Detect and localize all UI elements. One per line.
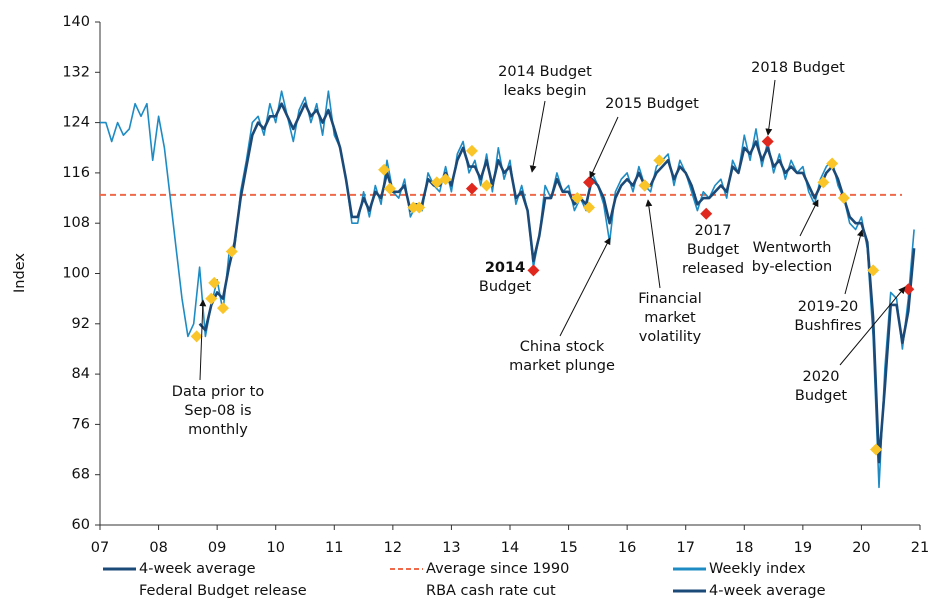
annotation-arrow [844, 229, 864, 295]
marker [378, 163, 391, 176]
annotation: 2019-20 [798, 299, 859, 315]
marker [583, 176, 596, 189]
annotation-arrow [529, 100, 546, 173]
annotation: Data prior to [172, 384, 265, 400]
annotation: market plunge [509, 358, 615, 374]
marker [826, 157, 839, 170]
annotation: Financial [638, 291, 702, 307]
marker [413, 201, 426, 214]
marker [761, 135, 774, 148]
marker [225, 245, 238, 258]
y-tick-label: 108 [62, 215, 90, 231]
marker [638, 179, 651, 192]
marker [190, 330, 203, 343]
annotation: Budget [687, 242, 739, 258]
annotation: leaks begin [504, 83, 587, 99]
annotation: Budget [795, 388, 847, 404]
x-tick-label: 07 [91, 540, 109, 556]
annotation: released [682, 261, 744, 277]
x-tick-label: 11 [325, 540, 343, 556]
annotation: Wentworth [753, 240, 832, 256]
marker [583, 201, 596, 214]
y-tick-label: 132 [62, 64, 90, 80]
annotation-arrow [645, 199, 661, 289]
marker [902, 283, 915, 296]
marker [870, 443, 883, 456]
annotation-arrow [839, 286, 906, 366]
y-tick-label: 60 [72, 517, 90, 533]
annotation: 2014 [485, 260, 525, 276]
y-axis-label: Index [12, 253, 28, 293]
y-tick-label: 140 [62, 14, 90, 30]
annotation-arrow [559, 237, 611, 337]
annotation: 2020 [803, 369, 840, 385]
y-tick-label: 84 [72, 366, 90, 382]
annotation: monthly [188, 422, 248, 438]
annotation-arrow [199, 299, 207, 381]
legend-label: 4-week average [139, 561, 256, 577]
annotation: 2015 Budget [605, 96, 699, 112]
annotation: volatility [639, 329, 702, 345]
annotation-arrow [765, 79, 776, 136]
legend-label: 4-week average [709, 583, 826, 599]
y-tick-label: 116 [62, 165, 90, 181]
marker [837, 192, 850, 205]
x-tick-label: 09 [208, 540, 226, 556]
x-tick-label: 20 [852, 540, 870, 556]
marker [217, 302, 229, 315]
y-tick-label: 92 [72, 316, 90, 332]
annotation: Bushfires [794, 318, 861, 334]
x-tick-label: 21 [911, 540, 929, 556]
marker [465, 182, 478, 195]
annotation: Sep-08 is [184, 403, 251, 419]
marker [527, 264, 540, 277]
y-tick-label: 76 [72, 416, 90, 432]
marker [465, 144, 478, 157]
marker [439, 173, 452, 186]
annotation: China stock [520, 339, 605, 355]
x-tick-label: 13 [442, 540, 460, 556]
annotation: by-election [752, 259, 832, 275]
legend-label: Weekly index [709, 561, 806, 577]
annotation: 2018 Budget [751, 60, 845, 76]
marker [480, 179, 493, 192]
x-tick-label: 15 [559, 540, 577, 556]
y-tick-label: 124 [62, 115, 90, 131]
marker [383, 182, 396, 195]
legend-label: Average since 1990 [426, 561, 569, 577]
x-tick-label: 18 [735, 540, 753, 556]
marker [205, 292, 218, 305]
marker [700, 207, 713, 220]
x-tick-label: 10 [266, 540, 284, 556]
marker [208, 276, 221, 289]
x-tick-label: 14 [501, 540, 519, 556]
x-tick-label: 12 [384, 540, 402, 556]
marker [867, 264, 880, 277]
marker [817, 176, 830, 189]
legend-label: Federal Budget release [139, 583, 307, 599]
annotation: 2017 [695, 223, 732, 239]
annotation-arrow [799, 199, 819, 237]
annotation-arrow [589, 116, 619, 179]
x-tick-label: 19 [794, 540, 812, 556]
annotation: Budget [479, 279, 531, 295]
marker [653, 154, 666, 167]
annotation: market [644, 310, 696, 326]
series-line [198, 102, 916, 464]
y-tick-label: 68 [72, 467, 90, 483]
y-tick-label: 100 [62, 266, 90, 282]
x-tick-label: 16 [618, 540, 636, 556]
marker [571, 192, 584, 205]
legend-label: RBA cash rate cut [426, 583, 556, 599]
x-tick-label: 08 [149, 540, 167, 556]
x-tick-label: 17 [676, 540, 694, 556]
annotation: 2014 Budget [498, 64, 592, 80]
